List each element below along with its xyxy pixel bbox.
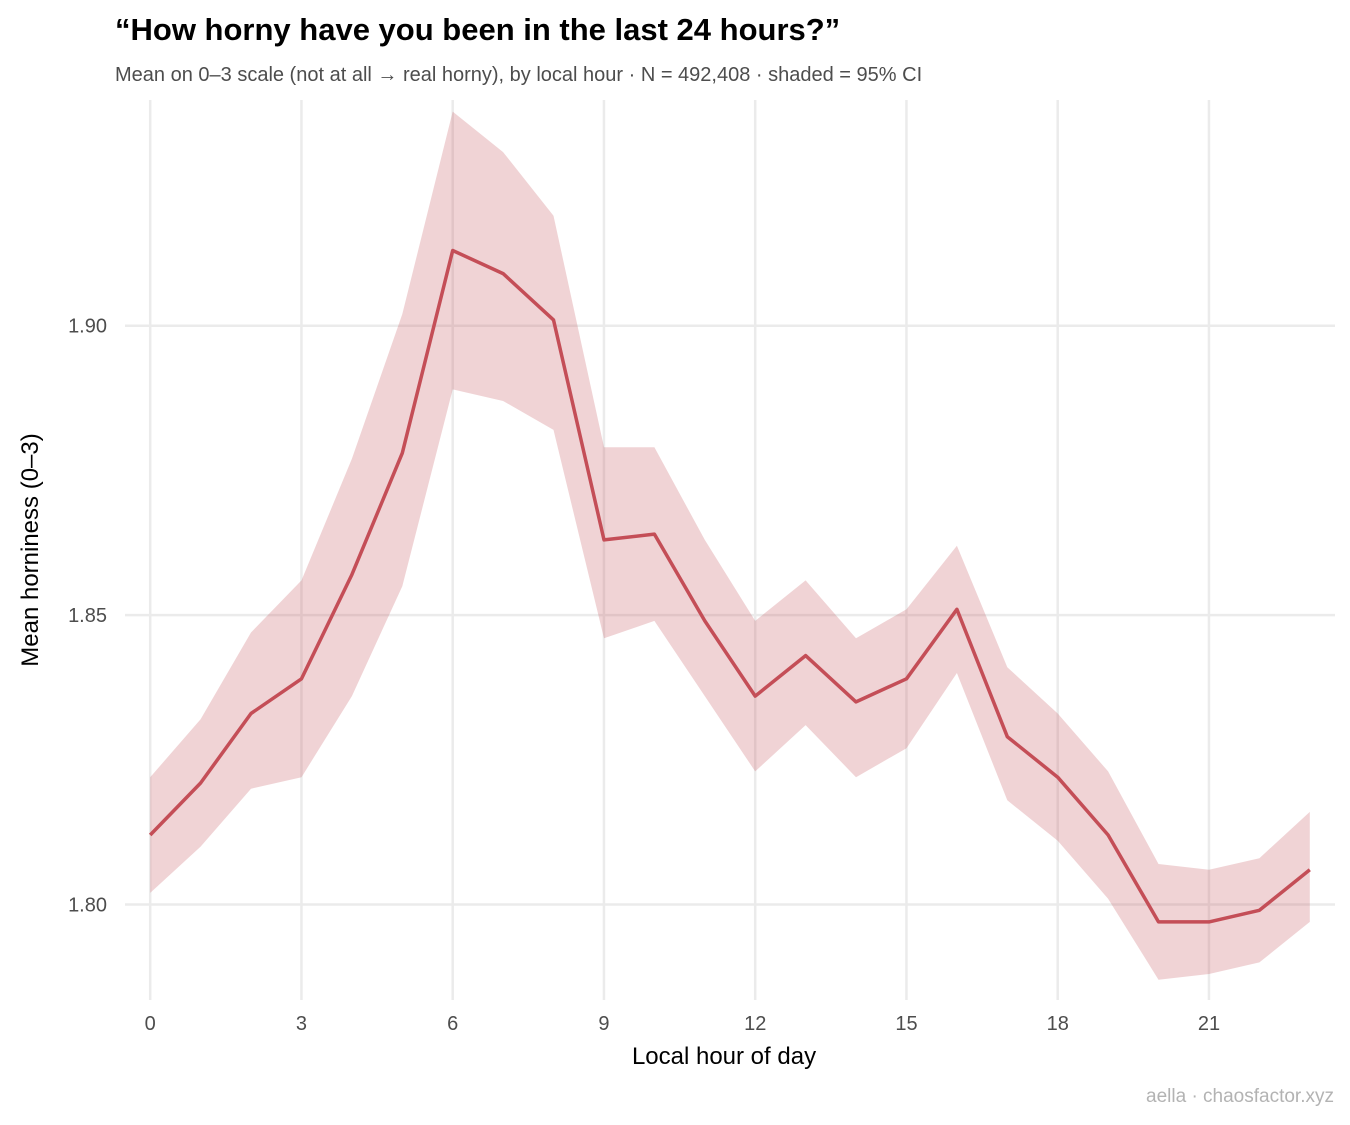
mean-line-layer	[148, 248, 1311, 924]
confidence-band-layer	[150, 111, 1310, 980]
x-tick-label: 3	[296, 1013, 307, 1035]
y-tick-label: 1.80	[68, 895, 107, 917]
y-tick-label: 1.85	[68, 605, 107, 627]
x-tick-label: 9	[598, 1013, 609, 1035]
chart-caption: aella · chaosfactor.xyz	[1146, 1086, 1334, 1107]
y-axis-label: Mean horniness (0–3)	[17, 433, 44, 666]
x-tick-label: 18	[1047, 1013, 1069, 1035]
chart-title: “How horny have you been in the last 24 …	[115, 12, 841, 47]
tick-labels: 1.80 1.85 1.90 0 3 6 9 12 15 18 21	[68, 316, 1220, 1035]
x-tick-label: 15	[895, 1013, 917, 1035]
chart-subtitle: Mean on 0–3 scale (not at all → real hor…	[115, 64, 923, 86]
x-axis-label: Local hour of day	[632, 1043, 816, 1070]
x-tick-label: 21	[1198, 1013, 1220, 1035]
y-tick-label: 1.90	[68, 316, 107, 338]
x-tick-label: 12	[744, 1013, 766, 1035]
x-tick-label: 6	[447, 1013, 458, 1035]
grid-lines	[125, 100, 1335, 1000]
mean-line	[148, 248, 1311, 924]
x-tick-label: 0	[145, 1013, 156, 1035]
confidence-band	[150, 111, 1310, 980]
